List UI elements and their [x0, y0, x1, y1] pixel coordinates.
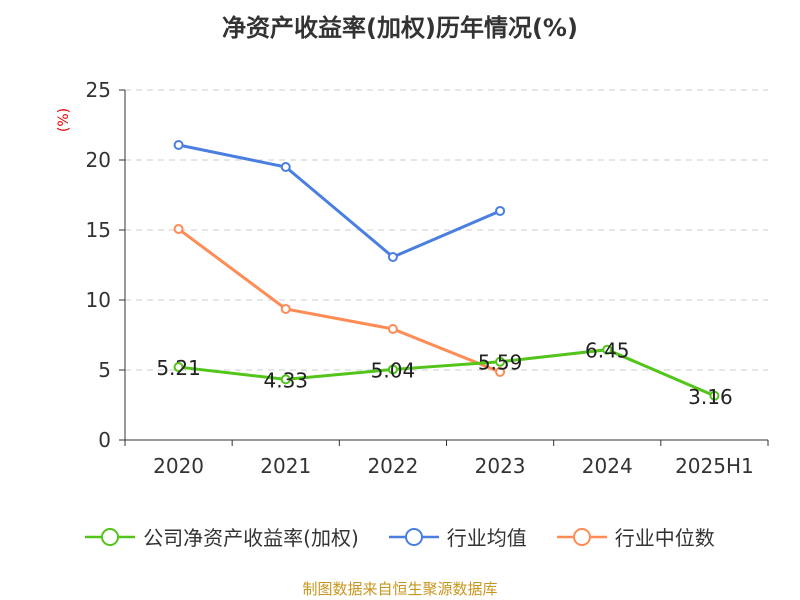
data-point: [173, 140, 184, 151]
data-point: [280, 303, 291, 314]
legend-label: 行业均值: [446, 526, 527, 550]
y-tick-label: 5: [98, 358, 111, 382]
data-point: [387, 252, 398, 263]
y-tick-label: 10: [86, 288, 111, 312]
data-point: [495, 366, 506, 377]
legend-label: 行业中位数: [614, 526, 715, 550]
data-label: 5.04: [371, 358, 416, 382]
legend-marker-icon: [556, 527, 607, 546]
data-point: [495, 205, 506, 216]
chart-title: 净资产收益率(加权)历年情况(%): [222, 14, 578, 42]
data-label: 6.45: [585, 339, 630, 363]
legend-item[interactable]: 行业中位数: [556, 522, 715, 551]
x-tick-label: 2022: [367, 454, 418, 478]
legend-item[interactable]: 行业均值: [388, 522, 527, 551]
x-tick-label: 2025H1: [675, 454, 754, 478]
data-point: [709, 390, 720, 401]
legend-label: 公司净资产收益率(加权): [143, 526, 359, 550]
x-tick-label: 2023: [475, 454, 526, 478]
y-tick-label: 25: [86, 78, 111, 102]
x-tick-label: 2021: [260, 454, 311, 478]
data-point: [602, 344, 613, 355]
data-point: [280, 374, 291, 385]
x-tick-label: 2024: [582, 454, 633, 478]
x-tick-label: 2020: [153, 454, 204, 478]
y-tick-label: 20: [86, 148, 111, 172]
source-note: 制图数据来自恒生聚源数据库: [302, 580, 498, 598]
y-tick-label: 15: [86, 218, 111, 242]
series-line: [178, 348, 716, 398]
data-point: [173, 224, 184, 235]
data-label: 3.16: [688, 385, 733, 409]
data-point: [495, 356, 506, 367]
legend-marker-icon: [85, 527, 136, 546]
data-point: [173, 362, 184, 373]
legend: 公司净资产收益率(加权) 行业均值 行业中位数: [0, 522, 800, 551]
data-point: [387, 323, 398, 334]
series-line: [177, 227, 501, 374]
data-label: 5.21: [156, 356, 201, 380]
y-tick-label: 0: [98, 428, 111, 452]
series-line: [178, 143, 501, 259]
legend-item[interactable]: 公司净资产收益率(加权): [85, 522, 359, 551]
data-point: [387, 364, 398, 375]
legend-marker-icon: [388, 527, 439, 546]
data-label: 5.59: [478, 351, 523, 375]
data-label: 4.33: [263, 368, 308, 392]
data-point: [280, 162, 291, 172]
